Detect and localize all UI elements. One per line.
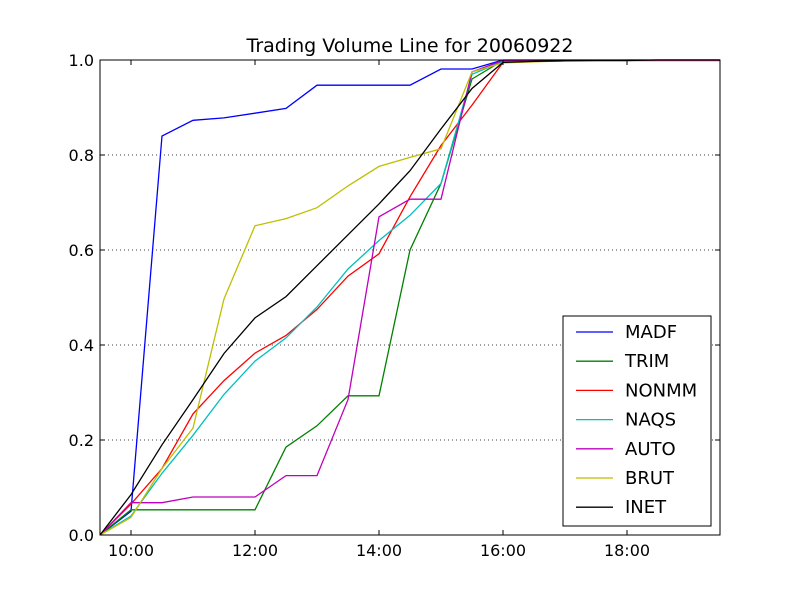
legend-label-madf: MADF bbox=[625, 322, 677, 343]
legend-label-naqs: NAQS bbox=[625, 410, 676, 431]
y-tick-label: 1.0 bbox=[69, 51, 94, 70]
axis-ticks: 0.0 0.2 0.4 0.6 0.8 1.0 10:00 12:00 14:00 16:00 18… bbox=[69, 51, 720, 560]
x-tick-label: 18:00 bbox=[604, 541, 650, 560]
chart-title: Trading Volume Line for 20060922 bbox=[246, 35, 574, 57]
legend-box bbox=[562, 315, 712, 527]
y-tick-label: 0.4 bbox=[69, 336, 94, 355]
x-tick-label: 14:00 bbox=[356, 541, 402, 560]
y-tick-label: 0.6 bbox=[69, 241, 94, 260]
x-tick-label: 10:00 bbox=[108, 541, 154, 560]
y-tick-label: 0.0 bbox=[69, 526, 94, 545]
x-tick-label: 16:00 bbox=[480, 541, 526, 560]
y-tick-label: 0.8 bbox=[69, 146, 94, 165]
y-tick-label: 0.2 bbox=[69, 431, 94, 450]
legend-label-inet: INET bbox=[625, 497, 667, 518]
legend-label-brut: BRUT bbox=[625, 468, 675, 489]
legend: MADF TRIM NONMM NAQS AUTO BRUT INET bbox=[562, 315, 712, 527]
legend-label-trim: TRIM bbox=[624, 351, 669, 372]
legend-label-auto: AUTO bbox=[625, 439, 676, 460]
legend-label-nonmm: NONMM bbox=[625, 380, 697, 401]
plot-frame bbox=[99, 59, 721, 536]
x-tick-label: 12:00 bbox=[232, 541, 278, 560]
